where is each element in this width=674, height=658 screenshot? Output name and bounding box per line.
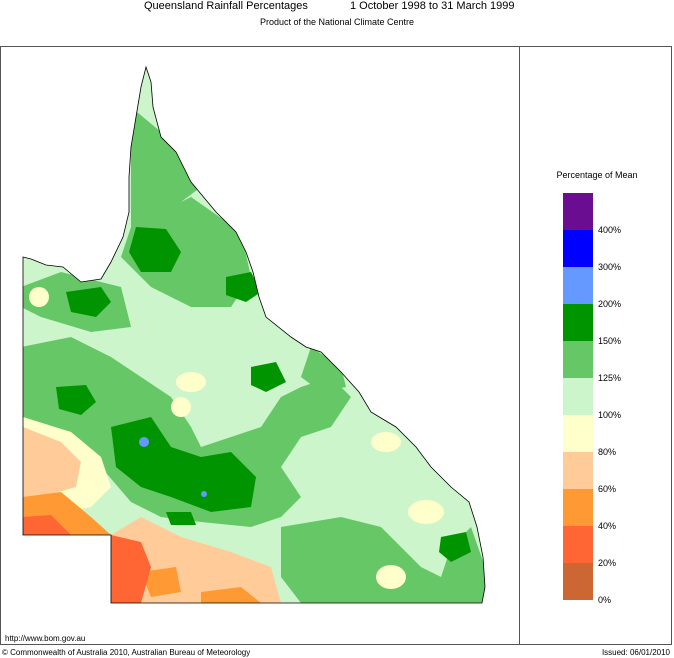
rainfall-zones bbox=[23, 67, 485, 603]
legend-swatch bbox=[563, 563, 593, 600]
frame-divider bbox=[519, 46, 520, 645]
legend-tick-label: 20% bbox=[598, 558, 617, 568]
map-subtitle: Product of the National Climate Centre bbox=[259, 17, 415, 27]
queensland-rainfall-map bbox=[22, 65, 486, 604]
legend-tick-label: 300% bbox=[598, 262, 622, 272]
legend-tick-label: 125% bbox=[598, 373, 622, 383]
zone-20-40 bbox=[23, 515, 71, 535]
legend-swatch bbox=[563, 193, 593, 230]
map-frame bbox=[0, 46, 672, 645]
title-date-range: 1 October 1998 to 31 March 1999 bbox=[350, 0, 515, 12]
map-title: Queensland Rainfall Percentages 1 Octobe… bbox=[0, 0, 674, 14]
legend-tick-label: 0% bbox=[598, 595, 612, 605]
zone-125-150 bbox=[131, 107, 201, 227]
legend-swatch bbox=[563, 415, 593, 452]
legend-swatch bbox=[563, 267, 593, 304]
legend-swatch bbox=[563, 341, 593, 378]
legend-tick-label: 60% bbox=[598, 484, 617, 494]
issued-date: Issued: 06/01/2010 bbox=[601, 648, 670, 657]
state-border bbox=[22, 65, 486, 604]
legend-swatch bbox=[563, 304, 593, 341]
legend-tick-label: 100% bbox=[598, 410, 622, 420]
zone-60-80 bbox=[23, 427, 81, 497]
legend-swatch bbox=[563, 452, 593, 489]
title-left: Queensland Rainfall Percentages bbox=[144, 0, 308, 12]
legend-tick-label: 80% bbox=[598, 447, 617, 457]
legend-tick-label: 150% bbox=[598, 336, 622, 346]
legend-swatch bbox=[563, 526, 593, 563]
bom-url[interactable]: http://www.bom.gov.au bbox=[5, 634, 86, 643]
legend-tick-label: 400% bbox=[598, 225, 622, 235]
legend-swatch bbox=[563, 378, 593, 415]
legend-swatch bbox=[563, 489, 593, 526]
zone-80-100 bbox=[29, 287, 49, 307]
legend-tick-label: 200% bbox=[598, 299, 622, 309]
legend-swatch bbox=[563, 230, 593, 267]
legend-tick-label: 40% bbox=[598, 521, 617, 531]
legend-colorbar bbox=[563, 193, 593, 600]
legend-title: Percentage of Mean bbox=[556, 170, 638, 180]
copyright-text: © Commonwealth of Australia 2010, Austra… bbox=[2, 648, 251, 657]
zone-150-200 bbox=[129, 227, 181, 272]
zone-200-300 bbox=[139, 437, 149, 447]
